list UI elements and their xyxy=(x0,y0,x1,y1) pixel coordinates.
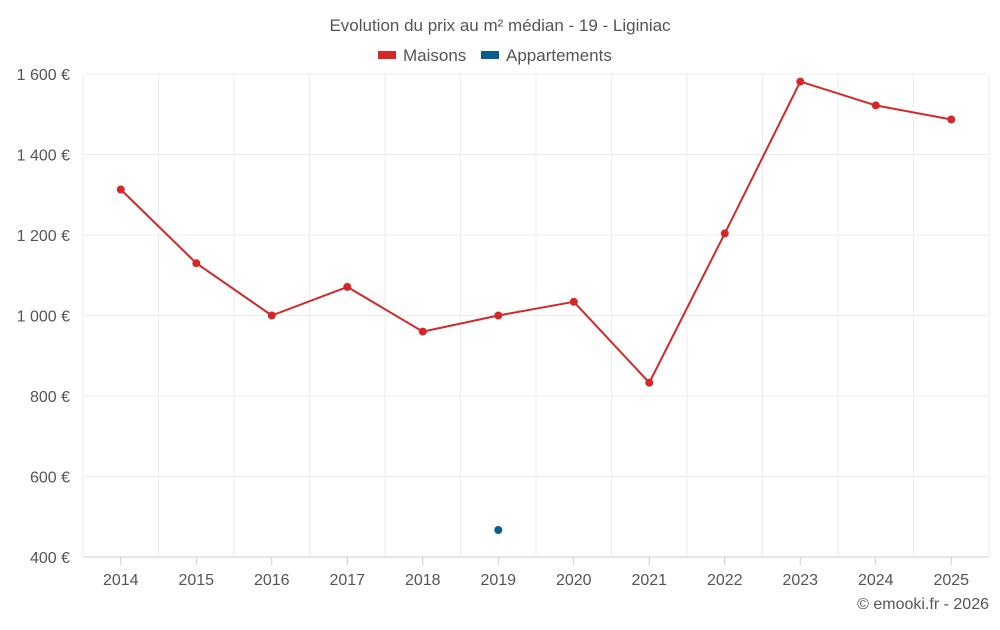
y-tick-label: 400 € xyxy=(30,550,70,567)
data-point-maisons xyxy=(494,311,503,320)
x-tick-label: 2019 xyxy=(480,572,516,589)
legend-label-maisons: Maisons xyxy=(403,46,466,65)
y-tick-label: 1 400 € xyxy=(17,148,70,165)
y-tick-label: 1 600 € xyxy=(17,67,70,84)
x-tick-label: 2022 xyxy=(707,572,743,589)
grid xyxy=(82,73,990,558)
y-tick-label: 1 000 € xyxy=(17,309,70,326)
x-tick-label: 2015 xyxy=(178,572,214,589)
data-point-maisons xyxy=(720,229,729,238)
y-tick-label: 600 € xyxy=(30,470,70,487)
data-point-maisons xyxy=(645,378,654,387)
data-point-maisons xyxy=(418,327,427,336)
data-point-maisons xyxy=(267,311,276,320)
data-point-maisons xyxy=(569,297,578,306)
data-point-maisons xyxy=(116,185,125,194)
x-tick-label: 2016 xyxy=(254,572,290,589)
legend: Maisons Appartements xyxy=(378,46,612,65)
data-point-maisons xyxy=(796,77,805,86)
chart-title: Evolution du prix au m² médian - 19 - Li… xyxy=(329,16,671,35)
legend-swatch-maisons xyxy=(378,51,396,59)
x-tick-label: 2025 xyxy=(933,572,969,589)
data-point-maisons xyxy=(871,101,880,110)
x-tick-label: 2023 xyxy=(782,572,818,589)
legend-label-appartements: Appartements xyxy=(506,46,612,65)
x-tick-label: 2014 xyxy=(103,572,139,589)
x-tick-label: 2017 xyxy=(329,572,365,589)
x-tick-label: 2024 xyxy=(858,572,894,589)
legend-swatch-appartements xyxy=(481,51,499,59)
y-tick-label: 1 200 € xyxy=(17,228,70,245)
data-point-maisons xyxy=(192,259,201,268)
legend-item-appartements[interactable]: Appartements xyxy=(481,46,612,65)
x-tick-label: 2021 xyxy=(631,572,667,589)
data-point-maisons xyxy=(343,282,352,291)
series-layer xyxy=(116,77,956,534)
data-point-appartements xyxy=(494,526,503,534)
data-point-maisons xyxy=(947,115,956,124)
y-tick-label: 800 € xyxy=(30,389,70,406)
credit-text: © emooki.fr - 2026 xyxy=(857,596,989,613)
legend-item-maisons[interactable]: Maisons xyxy=(378,46,466,65)
series-line-maisons xyxy=(120,80,952,384)
x-tick-label: 2020 xyxy=(556,572,592,589)
x-tick-label: 2018 xyxy=(405,572,441,589)
axes: 400 € 600 € 800 € 1 000 € 1 200 € 1 400 € 1 60… xyxy=(17,67,970,589)
